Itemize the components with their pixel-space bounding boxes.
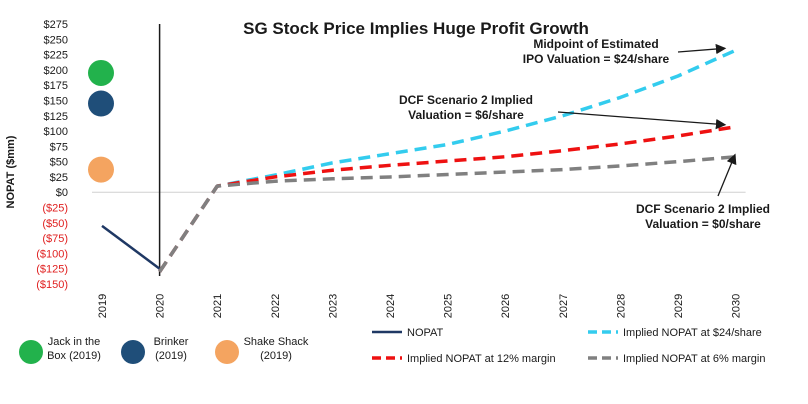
y-tick-label: ($125) (36, 264, 68, 276)
x-tick-label: 2026 (500, 294, 512, 318)
peer-dot-brinker-2019- (88, 90, 114, 117)
y-tick-label: $25 (50, 172, 68, 184)
y-tick-label: $0 (56, 187, 68, 199)
legend-label: NOPAT (407, 327, 444, 339)
annotation-text: Valuation = $0/share (645, 217, 761, 231)
y-tick-label: ($150) (36, 279, 68, 291)
y-axis-label: NOPAT ($mm) (5, 135, 17, 208)
legend-peer-label: Shake Shack (244, 336, 309, 348)
x-tick-label: 2019 (97, 294, 109, 318)
peer-dot-shake-shack-2019- (88, 156, 114, 183)
x-tick-label: 2023 (327, 294, 339, 318)
chart-title: SG Stock Price Implies Huge Profit Growt… (243, 19, 589, 38)
y-tick-label: $50 (50, 157, 68, 169)
legend-label: Implied NOPAT at 12% margin (407, 353, 556, 365)
y-tick-label: $225 (44, 50, 68, 62)
x-tick-label: 2024 (385, 294, 397, 318)
peer-dot-jack-in-the-box-2019- (88, 59, 114, 86)
x-tick-label: 2027 (558, 294, 570, 318)
series-line-implied-nopat-at-12-margin (158, 125, 736, 273)
legend-peer-label: Box (2019) (47, 350, 101, 362)
legend-peer-label: (2019) (155, 350, 187, 362)
legend-label: Implied NOPAT at 6% margin (623, 353, 765, 365)
y-tick-label: ($75) (42, 233, 68, 245)
y-tick-label: $100 (44, 126, 68, 138)
annotation-text: IPO Valuation = $24/share (523, 52, 670, 66)
y-tick-label: ($100) (36, 248, 68, 260)
y-tick-label: $200 (44, 65, 68, 77)
legend-peer-label: Brinker (154, 336, 189, 348)
x-tick-label: 2022 (270, 294, 282, 318)
y-tick-label: $175 (44, 80, 68, 92)
y-tick-label: ($25) (42, 203, 68, 215)
y-tick-label: $75 (50, 141, 68, 153)
legend-peer-label: (2019) (260, 350, 292, 362)
x-tick-label: 2029 (673, 294, 685, 318)
y-tick-label: $150 (44, 95, 68, 107)
annotation-arrow (557, 111, 727, 130)
annotation-text: DCF Scenario 2 Implied (399, 93, 533, 107)
series-line-nopat (101, 224, 161, 270)
x-tick-label: 2030 (731, 294, 743, 318)
annotation-text: Midpoint of Estimated (533, 37, 658, 51)
series-line-implied-nopat-at-6-margin (158, 155, 736, 273)
x-tick-label: 2028 (615, 294, 627, 318)
x-tick-label: 2020 (155, 294, 167, 318)
y-tick-label: $250 (44, 34, 68, 46)
y-tick-label: ($50) (42, 218, 68, 230)
x-tick-label: 2021 (212, 294, 224, 318)
annotation-arrow (677, 43, 727, 55)
legend-peer-dot (215, 340, 239, 364)
annotation-text: DCF Scenario 2 Implied (636, 202, 770, 216)
y-tick-label: $275 (44, 19, 68, 31)
legend-label: Implied NOPAT at $24/share (623, 327, 762, 339)
annotation-text: Valuation = $6/share (408, 108, 524, 122)
legend-peer-dot (121, 340, 145, 364)
x-tick-label: 2025 (443, 294, 455, 318)
legend-peer-label: Jack in the (48, 336, 101, 348)
series-line-implied-nopat-at-24-share (158, 48, 737, 273)
annotation-arrow (717, 153, 737, 197)
legend-peer-dot (19, 340, 43, 364)
y-tick-label: $125 (44, 111, 68, 123)
